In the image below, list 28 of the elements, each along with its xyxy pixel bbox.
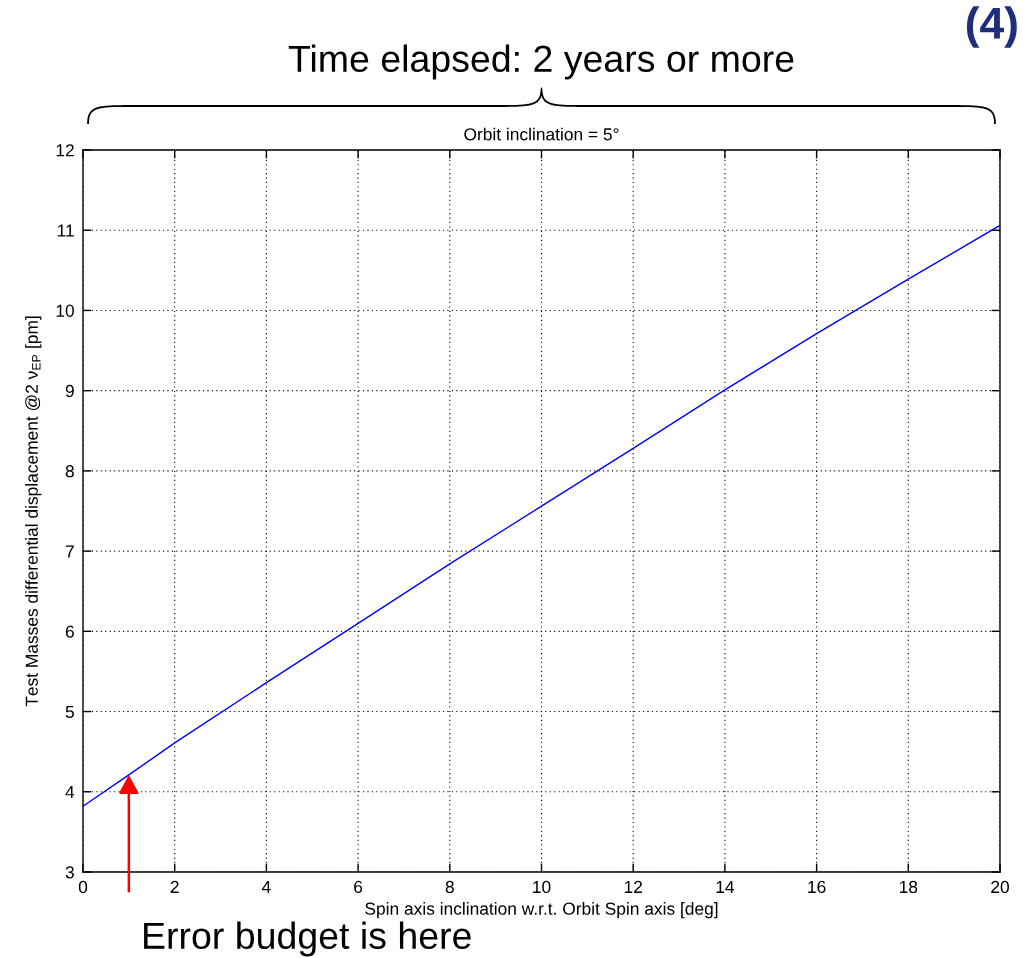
annotation: Error budget is here	[144, 921, 471, 957]
y-tick-label: 3	[65, 866, 74, 879]
y-tick-label: 8	[65, 465, 74, 478]
x-tick-label: 6	[354, 880, 363, 894]
y-tick-label: 10	[56, 304, 74, 317]
x-axis-title: Spin axis inclination w.r.t. Orbit Spin axis [deg]	[365, 902, 718, 919]
x-tick-label: 0	[78, 880, 88, 894]
y-tick-label: 6	[65, 625, 74, 638]
y-axis-title: Test Masses differential displacement @2 ν$_{EP}$ [pm]	[25, 316, 42, 707]
y-tick-label: 12	[56, 144, 74, 157]
y-tick-label: 4	[65, 786, 75, 799]
x-tick-label: 4	[261, 880, 271, 893]
y-tick-label: 9	[65, 384, 74, 398]
x-tick-label: 2	[170, 880, 179, 893]
text: Time elapsed: 2 years or more	[288, 44, 794, 80]
x-tick-label: 16	[808, 880, 826, 894]
chart-title: Orbit inclination = 5°	[464, 127, 619, 141]
x-tick-label: 12	[624, 880, 642, 893]
x-tick-label: 20	[991, 880, 1009, 894]
x-tick-label: 14	[716, 880, 735, 893]
text: (4)	[966, 6, 1017, 48]
y-tick-label: 5	[65, 705, 74, 719]
y-tick-label: 7	[65, 545, 74, 558]
line-series	[83, 224, 1000, 807]
x-tick-label: 8	[445, 880, 454, 894]
x-tick-label: 10	[533, 880, 551, 894]
x-tick-label: 18	[899, 880, 918, 894]
y-tick-label: 11	[57, 224, 74, 237]
